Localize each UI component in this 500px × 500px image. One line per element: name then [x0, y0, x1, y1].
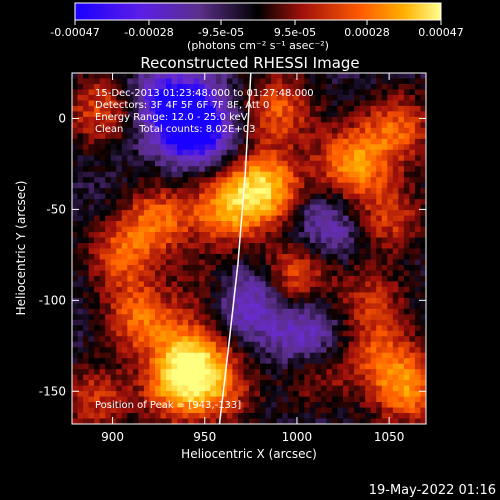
solar-limb-line	[218, 73, 252, 424]
colorbar-frame	[74, 2, 442, 21]
colorbar-tick-label: -0.00028	[124, 26, 173, 39]
colorbar-tick-label: 0.00047	[418, 26, 464, 39]
colorbar-units: (photons cm⁻² s⁻¹ asec⁻²)	[187, 39, 329, 52]
colorbar-tick-label: -0.00047	[50, 26, 99, 39]
colorbar-tick-label: 9.5e-05	[274, 26, 316, 39]
colorbar-tick-label: -9.5e-05	[198, 26, 244, 39]
y-tick-label: -150	[39, 384, 66, 398]
x-tick-label: 1050	[374, 430, 405, 444]
axis-ticks: 900 950 1000 1050 0 -50 -100 -150	[39, 73, 426, 444]
x-axis-label: Heliocentric X (arcsec)	[181, 447, 317, 461]
colorbar: -0.00047 -0.00028 -9.5e-05 9.5e-05 0.00028 0.…	[50, 2, 464, 52]
footer-timestamp: 19-May-2022 01:16	[369, 483, 496, 498]
info-time-range: 15-Dec-2013 01:23:48.000 to 01:27:48.000	[95, 88, 314, 99]
x-tick-label: 950	[193, 430, 216, 444]
plot-area: 900 950 1000 1050 0 -50 -100 -150	[39, 72, 427, 444]
chart-title: Reconstructed RHESSI Image	[140, 54, 359, 72]
colorbar-tick-label: 0.00028	[344, 26, 390, 39]
peak-position-label: Position of Peak = [943,-133]	[95, 400, 241, 411]
info-energy-range: Energy Range: 12.0 - 25.0 keV	[95, 112, 248, 123]
info-clean-counts: Clean Total counts: 8.02E+03	[95, 124, 255, 135]
x-tick-label: 900	[101, 430, 124, 444]
colorbar-ticks: -0.00047 -0.00028 -9.5e-05 9.5e-05 0.00028 0.…	[50, 20, 464, 39]
y-tick-label: -50	[46, 202, 66, 216]
info-detectors: Detectors: 3F 4F 5F 6F 7F 8F, Att 0	[95, 100, 269, 111]
y-tick-label: -100	[39, 293, 66, 307]
colorbar-gradient	[75, 3, 441, 20]
info-overlay: 15-Dec-2013 01:23:48.000 to 01:27:48.000…	[95, 88, 314, 411]
y-tick-label: 0	[58, 111, 66, 125]
y-axis-label: Heliocentric Y (arcsec)	[14, 181, 28, 316]
x-tick-label: 1000	[282, 430, 313, 444]
heatmap-image	[72, 73, 426, 424]
plot-frame	[71, 72, 427, 425]
